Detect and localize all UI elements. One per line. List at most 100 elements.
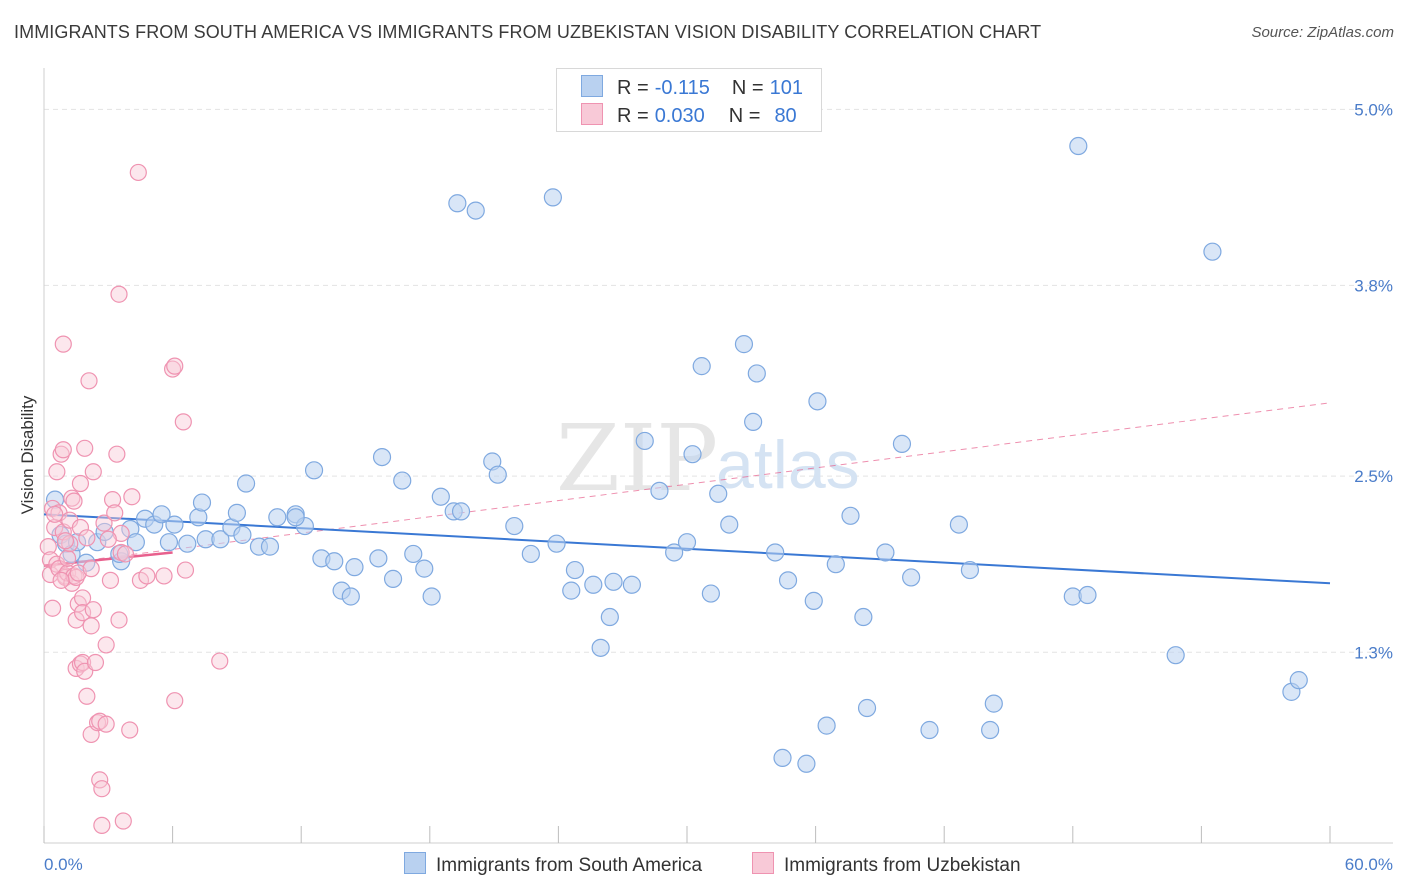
chart-title: IMMIGRANTS FROM SOUTH AMERICA VS IMMIGRA… (14, 22, 1042, 42)
data-point-south-america (1289, 671, 1308, 690)
data-point-south-america (286, 508, 305, 527)
data-point-uzbekistan (71, 518, 90, 537)
data-point-south-america (448, 194, 467, 213)
data-point-uzbekistan (108, 445, 126, 463)
bottom-legend-swatch-uzbekistan (752, 852, 774, 874)
trend-line-uzbekistan-extended (43, 402, 1331, 567)
data-point-south-america (451, 502, 471, 521)
data-point-uzbekistan (155, 567, 173, 585)
y-axis-title: Vision Disability (18, 395, 37, 514)
data-point-south-america (1078, 585, 1097, 605)
data-point-south-america (304, 461, 324, 480)
legend-swatch-south-america (581, 75, 603, 97)
data-point-south-america (1166, 646, 1185, 665)
bottom-legend-label-south-america: Immigrants from South America (436, 855, 703, 876)
data-point-uzbekistan (176, 561, 195, 579)
data-point-south-america (345, 558, 364, 577)
data-point-uzbekistan (95, 514, 113, 532)
data-point-uzbekistan (129, 163, 147, 182)
data-point-south-america (677, 533, 697, 552)
data-point-south-america (415, 559, 434, 578)
data-point-uzbekistan (69, 564, 87, 582)
data-point-uzbekistan (110, 285, 128, 303)
data-point-uzbekistan (82, 560, 100, 578)
data-point-south-america (369, 549, 388, 568)
data-point-south-america (505, 516, 524, 536)
data-point-south-america (665, 543, 684, 562)
data-point-south-america (876, 543, 895, 562)
watermark: ZIP atlas (556, 405, 860, 512)
x-tick-label-max: 60.0% (1345, 855, 1393, 874)
data-point-south-america (383, 569, 403, 588)
data-point-south-america (431, 487, 450, 506)
data-point-south-america (797, 754, 816, 773)
data-point-uzbekistan (84, 601, 102, 619)
data-point-uzbekistan (82, 617, 100, 635)
legend-n-label: N = (731, 77, 764, 99)
data-point-uzbekistan (106, 504, 124, 522)
data-point-south-america (747, 364, 766, 383)
data-point-south-america (466, 201, 485, 220)
data-point-south-america (126, 533, 145, 552)
data-point-south-america (543, 188, 562, 207)
data-point-south-america (521, 544, 540, 564)
axes (43, 68, 1393, 844)
data-point-south-america (260, 537, 280, 556)
bottom-legend-swatch-south-america (404, 852, 426, 874)
data-point-south-america (547, 534, 566, 553)
data-point-uzbekistan (93, 816, 111, 834)
series-south-america (45, 136, 1308, 773)
legend-r-value: 0.030 (654, 105, 705, 127)
data-point-uzbekistan (116, 545, 135, 563)
data-point-uzbekistan (56, 532, 75, 550)
y-tick-label: 5.0% (1354, 100, 1393, 119)
data-point-south-america (808, 392, 827, 411)
data-point-south-america (949, 515, 968, 534)
data-point-south-america (233, 525, 252, 544)
data-point-uzbekistan (101, 571, 120, 589)
data-point-south-america (565, 560, 585, 580)
data-point-south-america (857, 698, 877, 718)
data-point-uzbekistan (174, 413, 192, 431)
data-point-uzbekistan (138, 567, 156, 585)
tick-labels: 1.3% 2.5% 3.8% 5.0% 0.0% 60.0% (44, 100, 1393, 874)
data-point-uzbekistan (86, 653, 105, 672)
data-point-uzbekistan (54, 441, 72, 459)
data-point-south-america (422, 587, 441, 606)
watermark-atlas: atlas (716, 427, 860, 503)
data-point-south-america (692, 357, 711, 376)
data-point-south-america (178, 534, 197, 553)
data-point-uzbekistan (52, 571, 70, 589)
data-point-south-america (902, 568, 921, 587)
data-point-south-america (211, 530, 230, 549)
data-point-south-america (744, 412, 763, 431)
data-point-south-america (701, 584, 720, 603)
data-point-uzbekistan (73, 604, 92, 622)
data-point-south-america (817, 716, 836, 735)
data-point-uzbekistan (166, 692, 184, 710)
data-point-uzbekistan (46, 505, 64, 523)
data-point-south-america (709, 484, 728, 503)
data-point-south-america (854, 607, 873, 627)
data-point-south-america (920, 720, 939, 740)
data-point-uzbekistan (71, 474, 90, 493)
bottom-legend-uzbekistan: Immigrants from Uzbekistan (752, 852, 1021, 877)
data-point-south-america (683, 445, 702, 464)
data-point-uzbekistan (52, 445, 70, 463)
data-point-south-america (584, 575, 603, 594)
data-point-south-america (372, 447, 392, 467)
data-point-uzbekistan (114, 812, 132, 830)
data-point-south-america (1203, 242, 1222, 261)
data-point-uzbekistan (43, 599, 62, 617)
data-point-south-america (892, 434, 912, 453)
grid-lines (44, 108, 1393, 653)
data-point-south-america (192, 493, 212, 512)
data-point-uzbekistan (39, 538, 57, 556)
data-point-uzbekistan (58, 549, 77, 567)
y-tick-label: 1.3% (1354, 643, 1393, 662)
source-label: Source: ZipAtlas.com (1251, 24, 1394, 41)
data-point-south-america (165, 515, 184, 534)
data-point-south-america (766, 543, 785, 562)
data-point-south-america (341, 587, 360, 606)
data-point-uzbekistan (73, 589, 92, 607)
